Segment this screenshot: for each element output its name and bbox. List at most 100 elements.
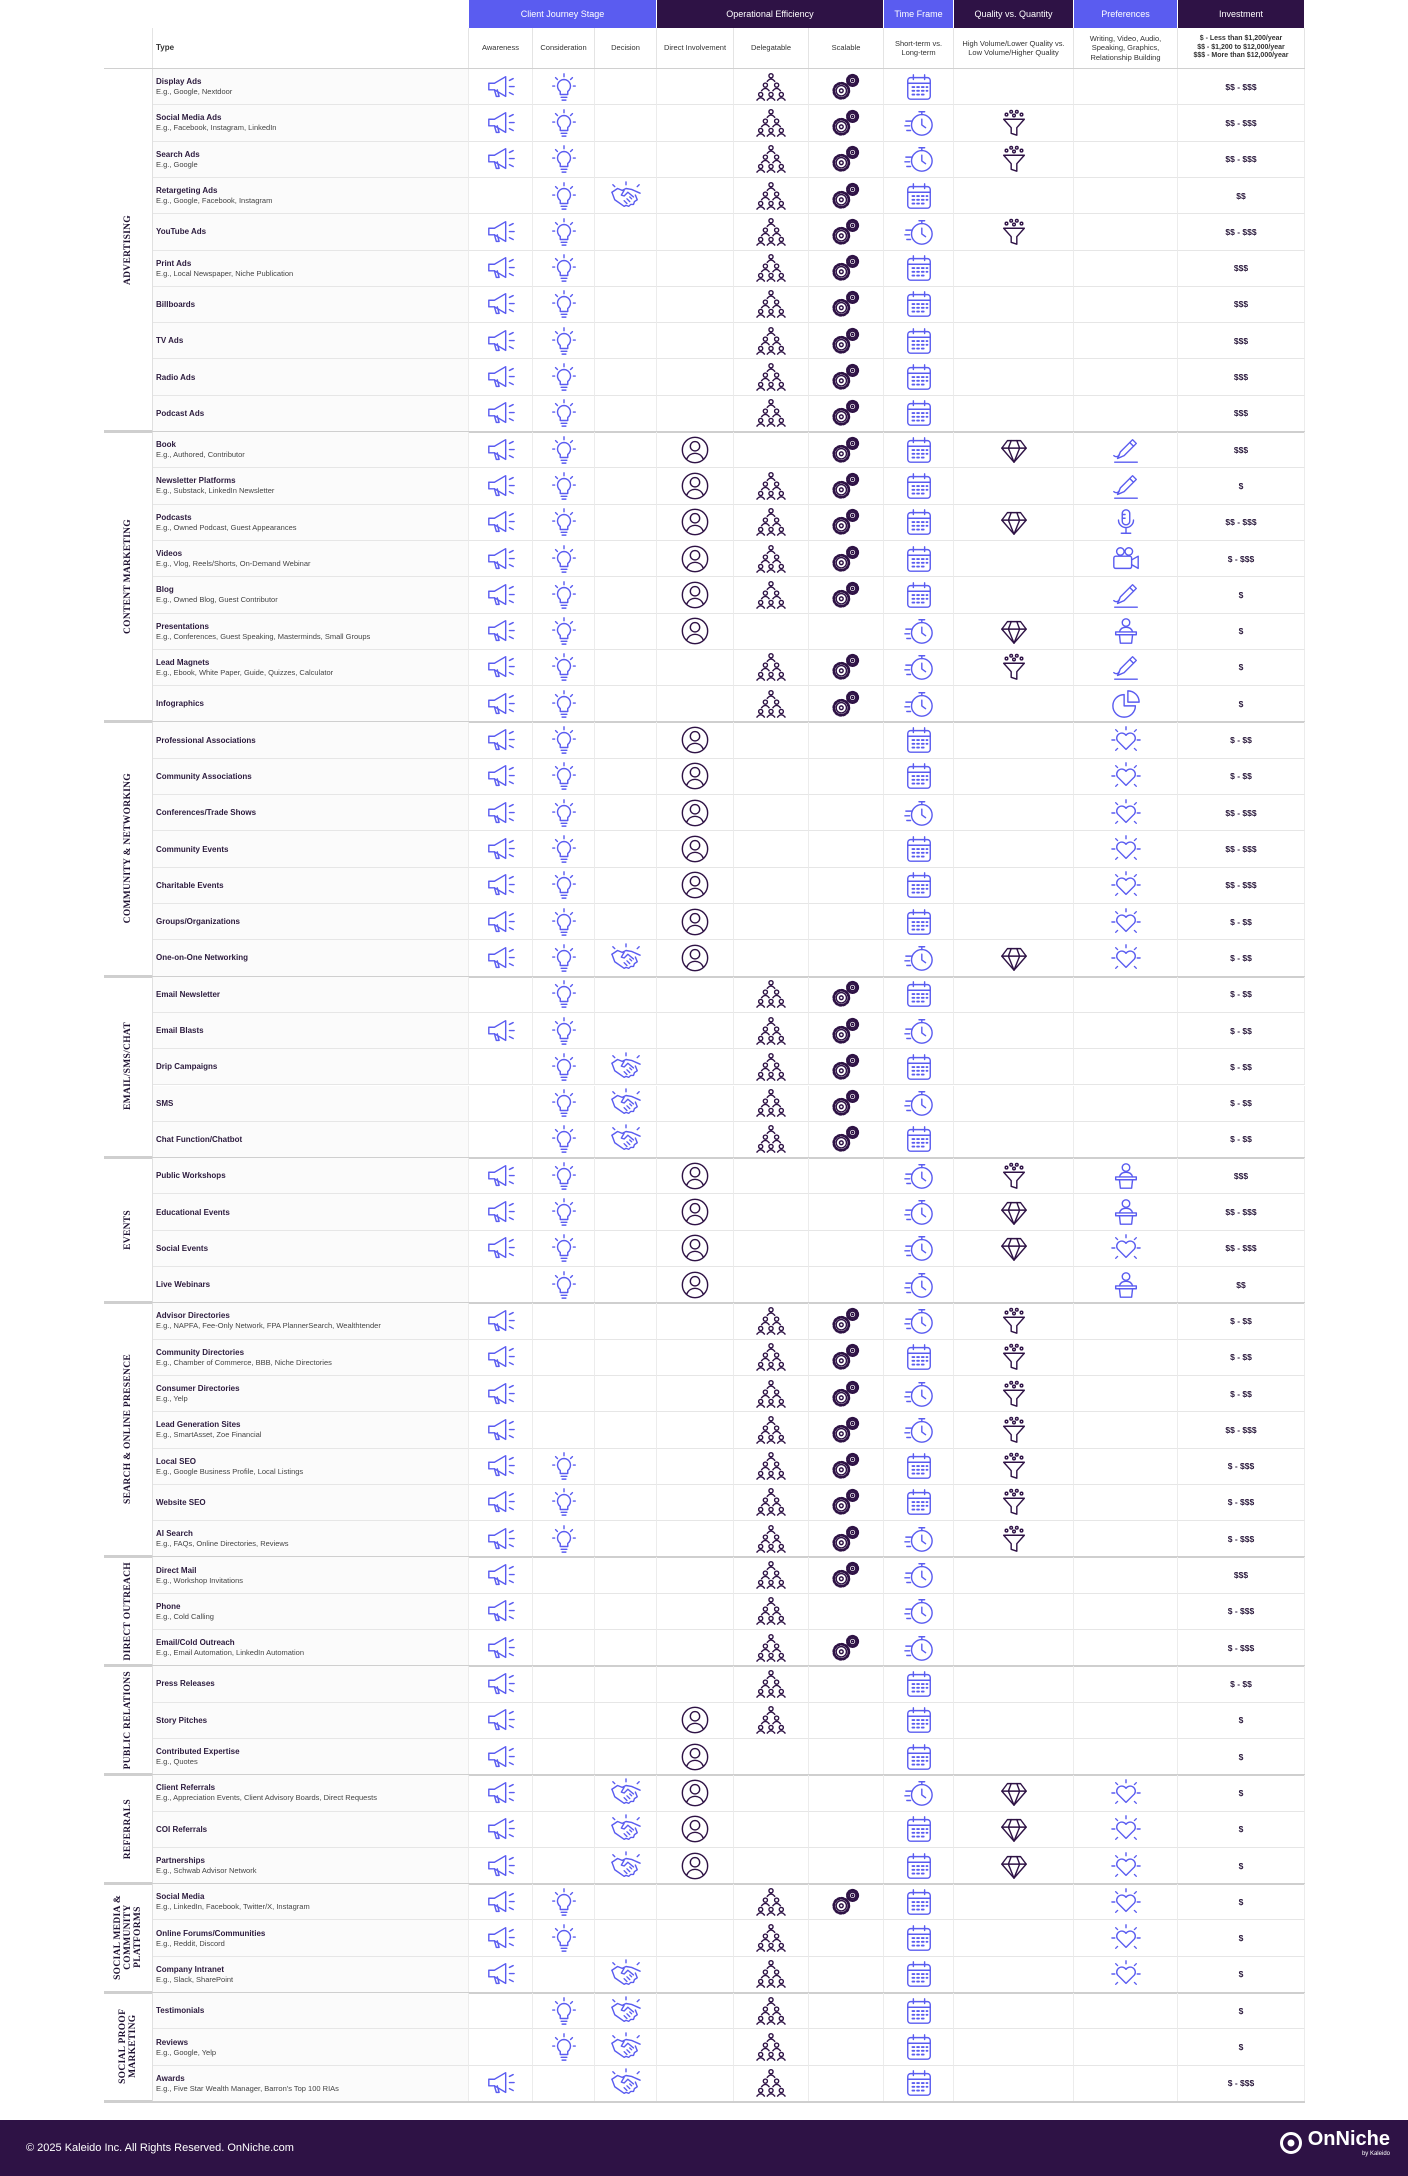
icon-use <box>1113 547 1137 568</box>
cell <box>734 940 809 977</box>
megaphone-icon <box>486 1415 516 1445</box>
cell <box>884 831 954 868</box>
cell <box>657 686 734 723</box>
icon-use <box>488 294 513 314</box>
icon-use <box>552 800 575 826</box>
calendar-icon <box>904 1342 934 1372</box>
cell <box>595 1738 657 1776</box>
cell <box>954 795 1074 832</box>
cell <box>884 1956 954 1994</box>
person-icon <box>680 616 710 646</box>
icon-use <box>757 654 785 680</box>
person-icon <box>680 1270 710 1300</box>
icon-use <box>834 148 858 171</box>
type-cell: Print Ads E.g., Local Newspaper, Niche Pu… <box>153 250 469 287</box>
type-name: Email Blasts <box>156 1026 204 1036</box>
calendar-icon <box>904 289 934 319</box>
cell <box>1074 1121 1178 1159</box>
type-name: Chat Function/Chatbot <box>156 1134 243 1144</box>
icon-use <box>757 327 785 353</box>
stopwatch-icon <box>904 1778 934 1808</box>
megaphone-icon <box>486 1016 516 1046</box>
cell: $$$ <box>1178 359 1305 396</box>
bulb-icon <box>549 1233 579 1263</box>
icon-use <box>757 509 785 535</box>
type-cell: COI Referrals <box>153 1811 469 1848</box>
cell <box>469 940 533 977</box>
cell <box>469 323 533 360</box>
icon-use <box>488 657 513 677</box>
icon-use <box>1001 513 1025 535</box>
cell <box>809 177 884 215</box>
cell <box>734 649 809 687</box>
cell <box>595 1448 657 1485</box>
calendar-icon <box>904 1923 934 1953</box>
bulb-icon <box>549 435 579 465</box>
gears-icon <box>831 1379 861 1409</box>
megaphone-icon <box>486 1560 516 1590</box>
cell <box>469 1920 533 1957</box>
cell <box>954 1738 1074 1776</box>
cell <box>1074 1339 1178 1376</box>
cell <box>469 395 533 433</box>
cell <box>533 1738 595 1776</box>
calendar-icon <box>904 580 934 610</box>
cell <box>469 1412 533 1449</box>
icon-use <box>757 182 785 208</box>
icon-use <box>834 547 858 570</box>
cell <box>595 1412 657 1449</box>
type-cell: AI Search E.g., FAQs, Online Directories,… <box>153 1521 469 1558</box>
icon-use <box>907 583 930 607</box>
type-name: Email Newsletter <box>156 989 221 999</box>
megaphone-icon <box>486 1233 516 1263</box>
type-example: E.g., Email Automation, LinkedIn Automat… <box>156 1648 305 1658</box>
cell <box>809 1412 884 1449</box>
cell <box>533 1375 595 1413</box>
cell <box>954 105 1074 142</box>
icon-use <box>1111 1852 1139 1875</box>
cell <box>595 2065 657 2102</box>
investment: $ <box>1238 1824 1244 1835</box>
cell: $ - $$ <box>1178 758 1305 796</box>
investment: $ - $$ <box>1230 735 1252 746</box>
investment: $ <box>1238 698 1244 709</box>
cell <box>533 177 595 215</box>
type-cell: Book E.g., Authored, Contributor <box>153 432 469 469</box>
icon-use <box>552 328 575 354</box>
icon-use <box>904 1164 931 1187</box>
cell <box>809 2029 884 2066</box>
type-example: E.g., Vlog, Reels/Shorts, On-Demand Webi… <box>156 559 311 569</box>
section-label-cell: EVENTS <box>104 1158 153 1304</box>
cell <box>657 1375 734 1413</box>
cell <box>884 214 954 251</box>
cell <box>657 577 734 614</box>
bulb-icon <box>549 979 579 1009</box>
cell <box>595 1121 657 1159</box>
type-name: Social Media Ads <box>156 113 222 123</box>
cell <box>533 1521 595 1558</box>
type-example: E.g., Local Newspaper, Niche Publication <box>156 268 294 278</box>
cell <box>533 1993 595 2030</box>
icon-use <box>834 75 858 98</box>
icon-use <box>1115 619 1136 643</box>
cell <box>469 1303 533 1340</box>
cell <box>533 758 595 796</box>
stopwatch-icon <box>904 689 934 719</box>
calendar-icon <box>904 326 934 356</box>
cell <box>884 432 954 469</box>
calendar-icon <box>904 72 934 102</box>
funnel-icon <box>999 217 1029 247</box>
team-icon <box>756 652 786 682</box>
icon-use <box>757 364 785 390</box>
cell <box>734 1847 809 1885</box>
team-icon <box>756 507 786 537</box>
icon-use <box>834 438 858 461</box>
investment-legend: $ - Less than $1,200/year $$ - $1,200 to … <box>1178 28 1305 68</box>
type-cell: Newsletter Platforms E.g., Substack, Link… <box>153 468 469 505</box>
icon-use <box>682 1744 707 1769</box>
cell: $ <box>1178 468 1305 505</box>
icon-use <box>488 1492 513 1512</box>
icon-use <box>552 1526 575 1552</box>
section-divider <box>104 721 1305 724</box>
icon-use <box>904 1273 931 1296</box>
